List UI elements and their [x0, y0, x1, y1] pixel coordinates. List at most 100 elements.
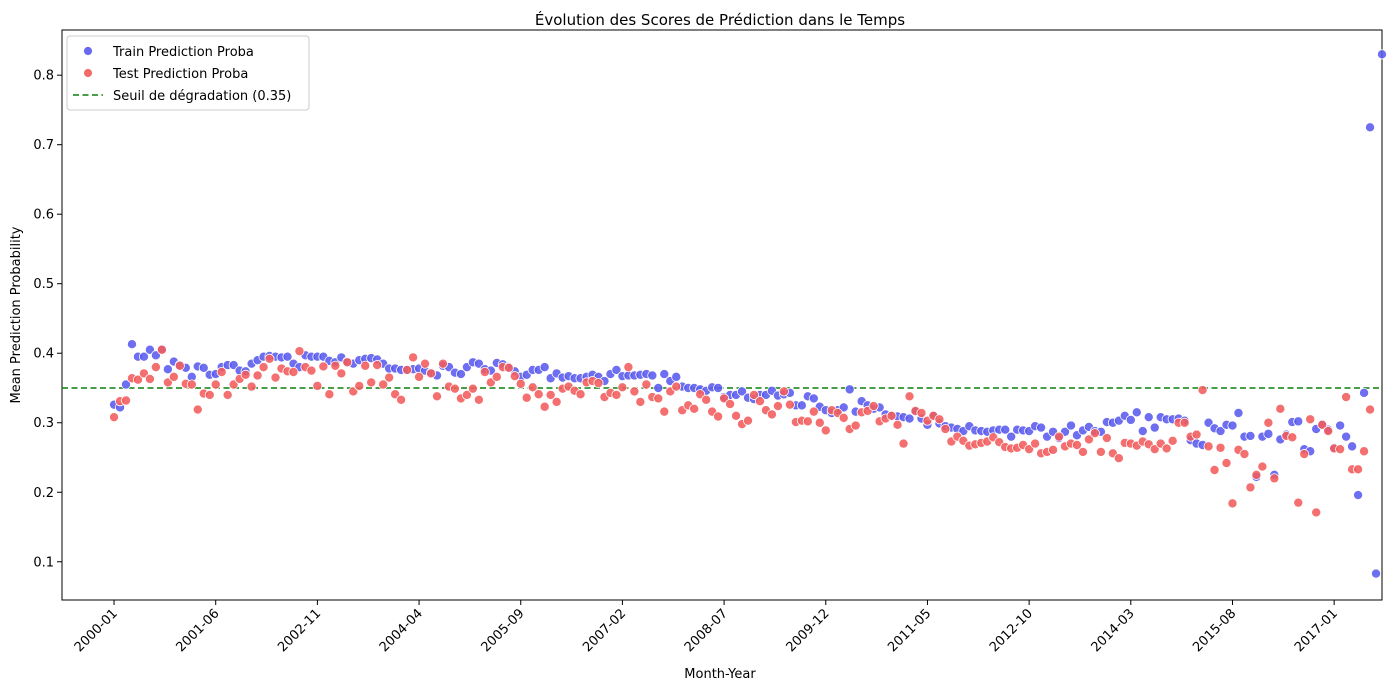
- train-point: [1131, 407, 1142, 418]
- test-point: [288, 366, 299, 377]
- test-point: [324, 389, 335, 400]
- test-point: [521, 392, 532, 403]
- train-point: [844, 384, 855, 395]
- test-point: [892, 419, 903, 430]
- train-point: [455, 369, 466, 380]
- test-point: [372, 360, 383, 371]
- test-point: [1275, 403, 1286, 414]
- test-point: [1167, 435, 1178, 446]
- test-point: [838, 412, 849, 423]
- train-point: [1227, 420, 1238, 431]
- test-point: [222, 389, 233, 400]
- train-point: [659, 369, 670, 380]
- y-tick-label: 0.1: [33, 555, 54, 570]
- y-tick-label: 0.7: [33, 138, 54, 153]
- x-tick-label: 2012-10: [987, 606, 1036, 655]
- legend-threshold-label: Seuil de dégradation (0.35): [113, 89, 291, 104]
- train-point: [120, 379, 131, 390]
- test-point: [210, 379, 221, 390]
- test-point: [312, 380, 323, 391]
- test-point: [820, 425, 831, 436]
- train-point: [1245, 430, 1256, 441]
- train-point: [1233, 408, 1244, 419]
- test-point: [766, 409, 777, 420]
- test-point: [467, 383, 478, 394]
- test-point: [132, 374, 143, 385]
- train-point: [796, 400, 807, 411]
- test-point: [420, 358, 431, 369]
- test-point: [204, 389, 215, 400]
- test-point: [1071, 439, 1082, 450]
- test-point: [186, 379, 197, 390]
- test-point: [1359, 446, 1370, 457]
- test-point: [1113, 453, 1124, 464]
- test-point: [216, 366, 227, 377]
- test-point: [144, 373, 155, 384]
- test-point: [653, 393, 664, 404]
- y-tick-label: 0.5: [33, 277, 54, 292]
- x-tick-label: 2007-02: [580, 606, 629, 655]
- legend-train-label: Train Prediction Proba: [112, 45, 254, 60]
- test-point: [150, 362, 161, 373]
- train-series: [109, 49, 1388, 579]
- test-point: [1083, 434, 1094, 445]
- train-point: [1149, 422, 1160, 433]
- test-point: [264, 353, 275, 364]
- x-tick-label: 2004-04: [377, 606, 426, 655]
- test-point: [731, 410, 742, 421]
- test-point: [617, 382, 628, 393]
- train-point: [1365, 122, 1376, 133]
- test-point: [354, 380, 365, 391]
- train-point: [808, 393, 819, 404]
- test-point: [1245, 482, 1256, 493]
- train-point: [198, 362, 209, 373]
- test-point: [336, 368, 347, 379]
- test-point: [784, 399, 795, 410]
- test-point: [575, 389, 586, 400]
- test-point: [360, 360, 371, 371]
- test-point: [473, 394, 484, 405]
- test-point: [1077, 446, 1088, 457]
- test-point: [1179, 417, 1190, 428]
- test-point: [408, 352, 419, 363]
- train-point: [1263, 428, 1274, 439]
- test-point: [120, 395, 131, 406]
- x-tick-label: 2014-03: [1089, 606, 1138, 655]
- legend-box: [66, 35, 310, 111]
- train-point: [1125, 414, 1136, 425]
- test-point: [109, 412, 120, 423]
- y-tick-label: 0.6: [33, 208, 54, 223]
- x-tick-label: 2011-05: [885, 606, 934, 655]
- test-point: [342, 357, 353, 368]
- test-point: [743, 415, 754, 426]
- test-point: [641, 379, 652, 390]
- test-point: [1239, 449, 1250, 460]
- test-point: [246, 381, 257, 392]
- test-point: [192, 404, 203, 415]
- test-point: [635, 396, 646, 407]
- test-point: [1341, 392, 1352, 403]
- test-point: [1287, 432, 1298, 443]
- y-tick-label: 0.2: [33, 486, 54, 501]
- test-point: [437, 358, 448, 369]
- legend-test-marker: [83, 68, 93, 78]
- x-tick-label: 2002-11: [275, 606, 324, 655]
- test-point: [1054, 431, 1065, 442]
- train-point: [653, 382, 664, 393]
- test-point: [294, 346, 305, 357]
- train-point: [611, 364, 622, 375]
- test-point: [1221, 458, 1232, 469]
- test-point: [509, 371, 520, 382]
- test-point: [1317, 419, 1328, 430]
- test-point: [748, 389, 759, 400]
- test-point: [1191, 429, 1202, 440]
- test-point: [1089, 428, 1100, 439]
- train-point: [1036, 422, 1047, 433]
- train-point: [713, 382, 724, 393]
- test-point: [426, 368, 437, 379]
- test-point: [1197, 385, 1208, 396]
- test-point: [671, 381, 682, 392]
- x-axis-label: Month-Year: [684, 667, 756, 682]
- test-point: [1257, 461, 1268, 472]
- test-point: [814, 417, 825, 428]
